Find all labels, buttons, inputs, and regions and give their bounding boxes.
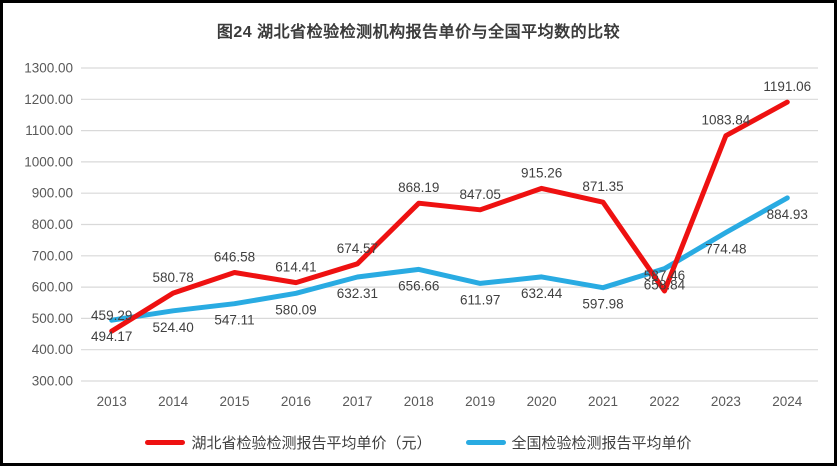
data-label-national: 632.44 [521, 286, 563, 301]
x-axis-tick-label: 2019 [465, 394, 495, 409]
x-axis-tick-label: 2013 [97, 394, 127, 409]
data-label-hubei: 587.46 [644, 268, 685, 283]
data-label-hubei: 1191.06 [763, 79, 811, 94]
x-axis-tick-label: 2022 [649, 394, 679, 409]
data-label-national: 547.11 [214, 313, 254, 328]
data-label-hubei: 459.29 [91, 308, 132, 323]
data-label-hubei: 868.19 [398, 180, 439, 195]
data-label-hubei: 614.41 [275, 260, 316, 275]
y-axis-tick-label: 900.00 [32, 186, 73, 201]
data-label-national: 884.93 [767, 207, 808, 222]
x-axis-tick-label: 2014 [158, 394, 189, 409]
data-label-national: 774.48 [705, 241, 746, 256]
x-axis-tick-label: 2021 [588, 394, 618, 409]
y-axis-tick-label: 1200.00 [24, 92, 73, 107]
y-axis-tick-label: 300.00 [32, 374, 73, 389]
y-axis-tick-label: 700.00 [32, 248, 73, 263]
y-axis-tick-label: 400.00 [32, 342, 73, 357]
data-label-hubei: 847.05 [460, 187, 501, 202]
x-axis-tick-label: 2016 [281, 394, 311, 409]
legend-item-hubei: 湖北省检验检测报告平均单价（元） [145, 432, 432, 453]
legend-item-national: 全国检验检测报告平均单价 [465, 432, 692, 453]
x-axis-tick-label: 2017 [342, 394, 372, 409]
series-line-hubei [109, 99, 790, 334]
y-axis-tick-label: 500.00 [32, 311, 73, 326]
chart-title: 图24 湖北省检验检测机构报告单价与全国平均数的比较 [216, 24, 621, 41]
data-label-national: 632.31 [337, 286, 378, 301]
data-label-national: 524.40 [152, 320, 193, 335]
data-label-national: 494.17 [91, 329, 132, 344]
y-axis-tick-label: 800.00 [32, 217, 73, 232]
data-label-hubei: 915.26 [521, 165, 562, 180]
data-label-national: 580.09 [275, 302, 316, 317]
data-label-hubei: 646.58 [214, 250, 255, 265]
data-label-national: 658.84 [644, 278, 686, 293]
data-label-national: 656.66 [398, 278, 439, 293]
legend-label-hubei: 湖北省检验检测报告平均单价（元） [191, 435, 432, 452]
x-axis-tick-label: 2024 [772, 394, 803, 409]
data-label-hubei: 871.35 [582, 179, 623, 194]
data-label-national: 611.97 [460, 292, 500, 307]
legend-line-swatch-national [465, 440, 506, 445]
x-axis-tick-label: 2023 [711, 394, 741, 409]
y-axis-tick-label: 600.00 [32, 280, 73, 295]
chart-legend: 湖北省检验检测报告平均单价（元） 全国检验检测报告平均单价 [3, 432, 834, 453]
y-axis-tick-label: 1100.00 [25, 123, 73, 138]
line-chart-plot-area: 300.00 400.00 500.00 600.00 700.00 800.00 900.… [24, 61, 818, 409]
x-axis-tick-label: 2015 [220, 394, 250, 409]
legend-label-national: 全国检验检测报告平均单价 [511, 435, 692, 452]
data-label-hubei: 1083.84 [701, 113, 750, 128]
data-label-hubei: 674.57 [337, 241, 378, 256]
y-axis-tick-label: 1000.00 [24, 154, 73, 169]
data-label-hubei: 580.78 [152, 270, 193, 285]
x-axis-tick-label: 2020 [527, 394, 557, 409]
x-axis-tick-label: 2018 [404, 394, 434, 409]
legend-line-swatch-hubei [145, 440, 186, 445]
y-axis-tick-label: 1300.00 [24, 61, 73, 76]
data-label-national: 597.98 [582, 297, 623, 312]
